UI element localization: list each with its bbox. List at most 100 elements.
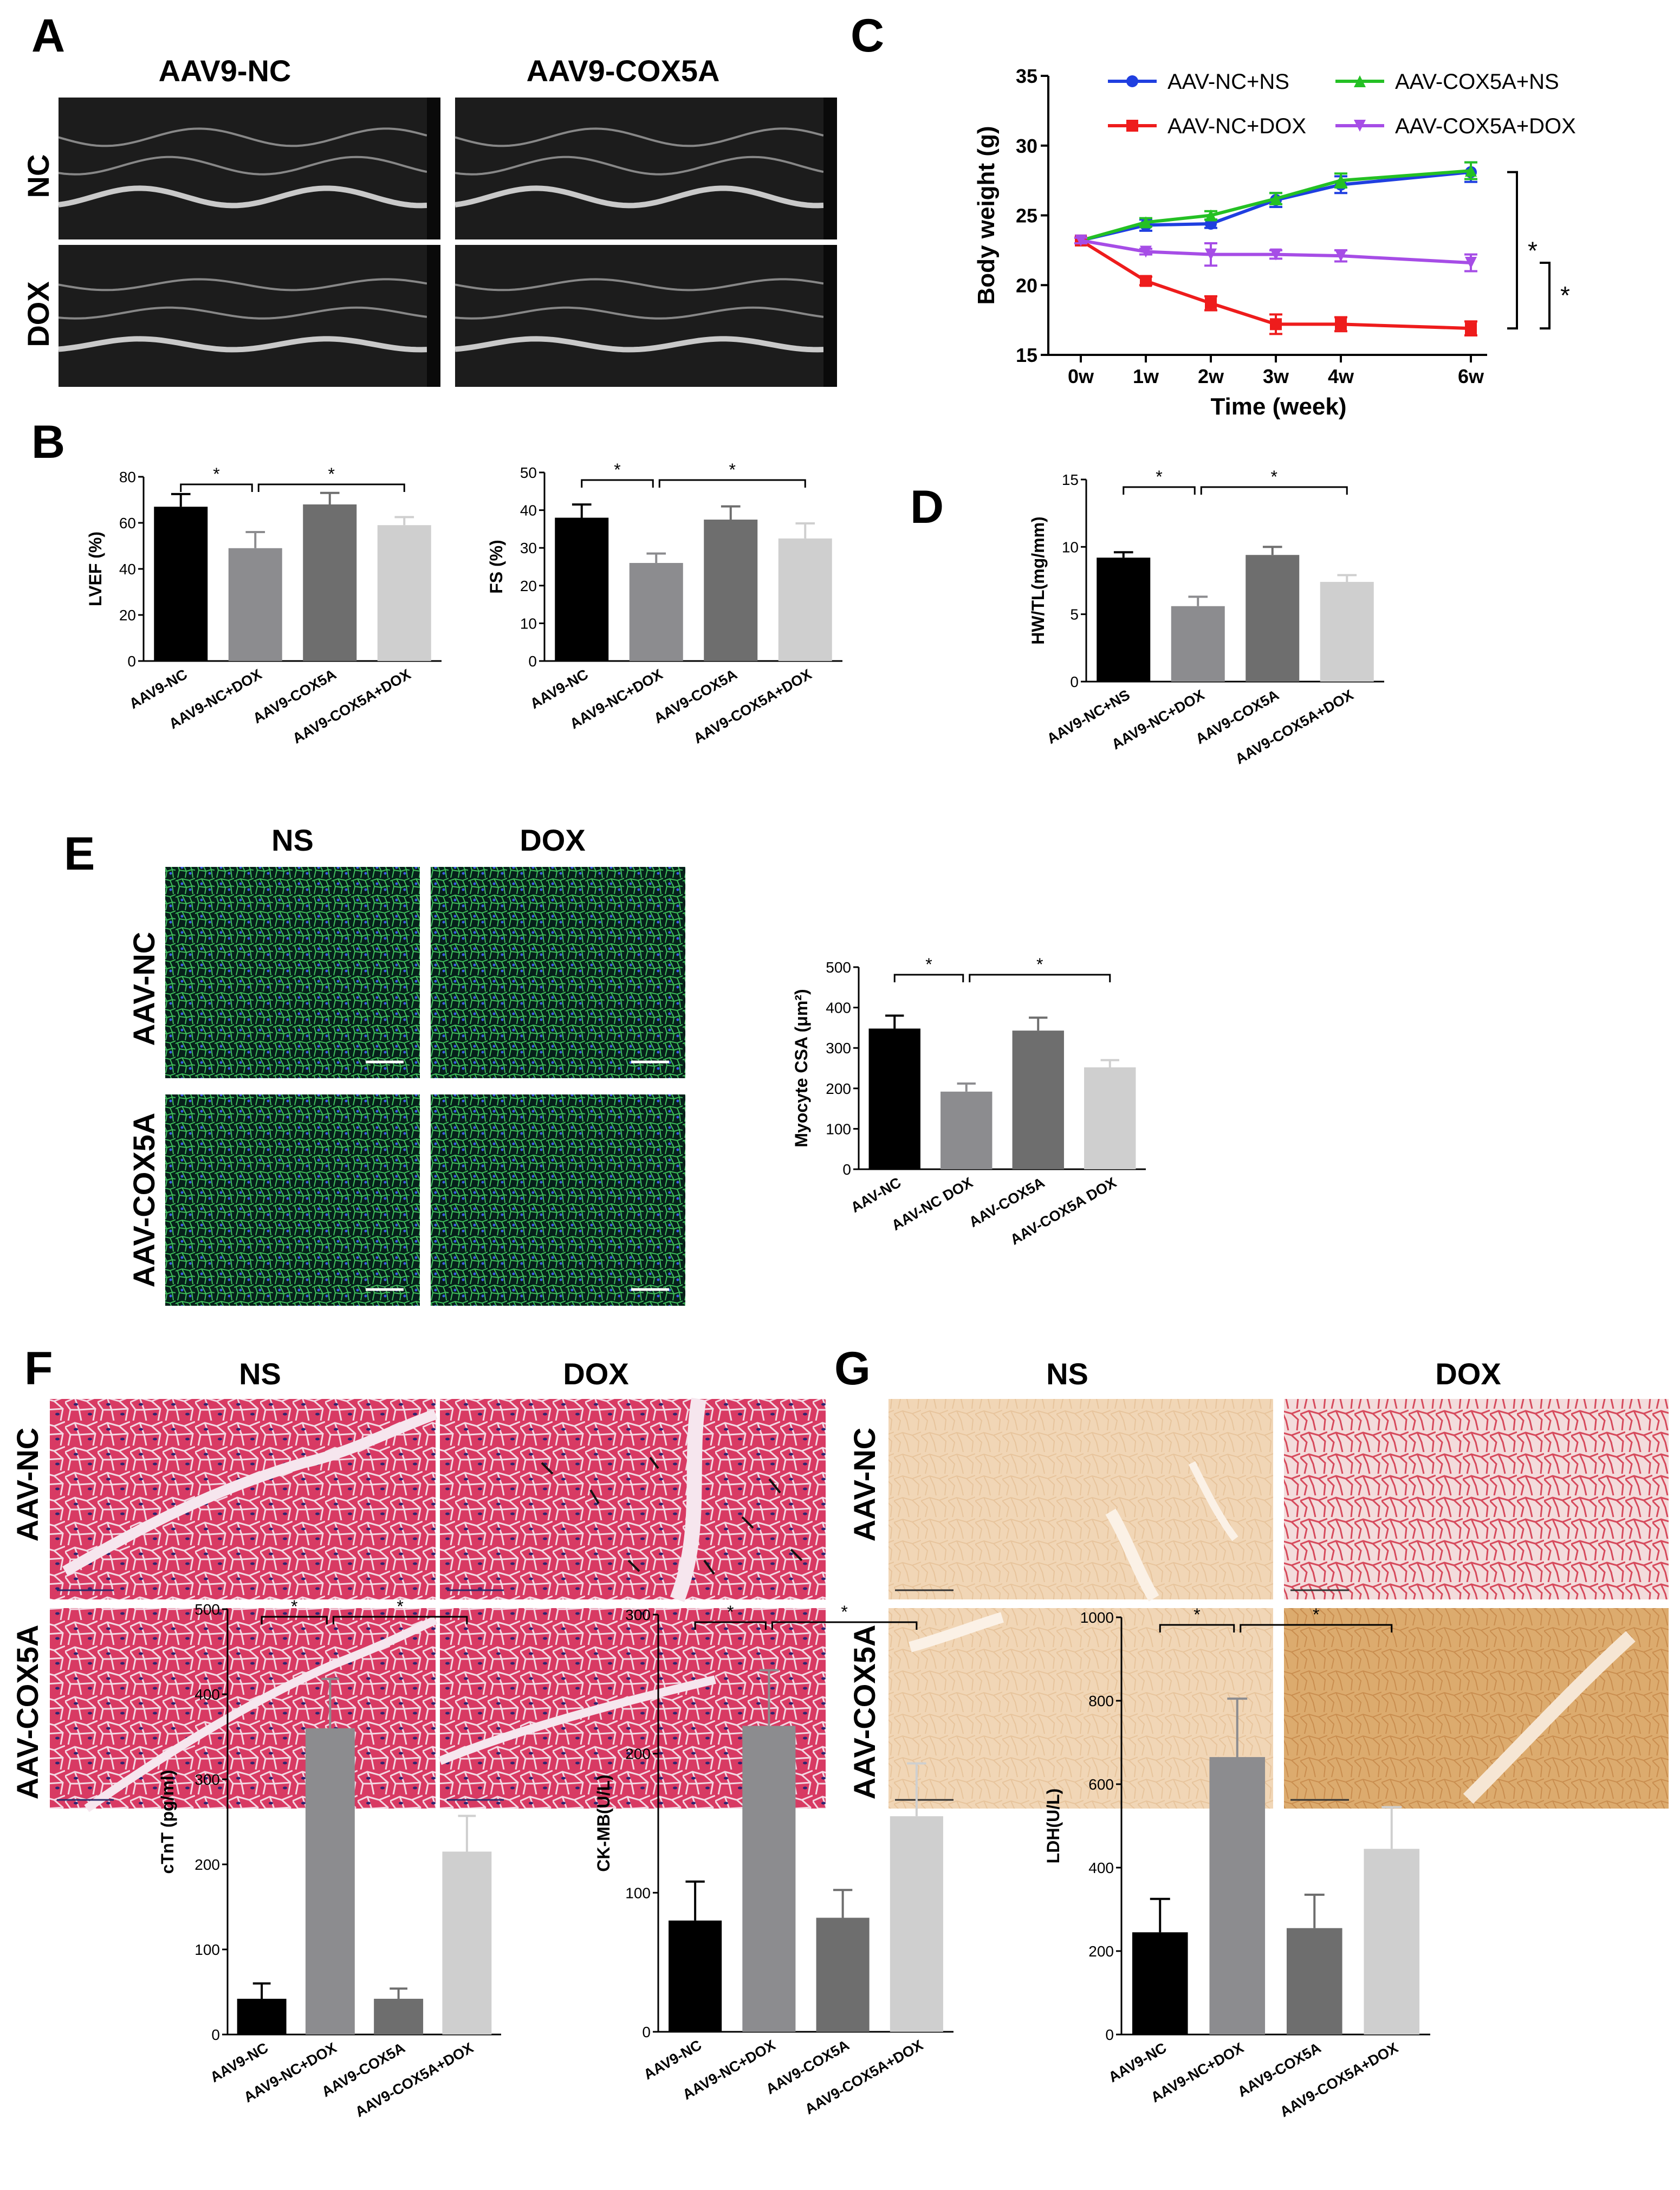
- significance-star: *: [397, 1597, 403, 1616]
- panel-c-body-weight-chart: 15 20 25 30 35 0w 1w 2w 3w 4w 6w Time (week) Body we…: [973, 65, 1576, 420]
- x-tick-label: 4w: [1328, 365, 1354, 387]
- echo-wave-trace: [58, 278, 427, 291]
- wga-image-nc-ns: [165, 867, 420, 1078]
- y-tick-label: 35: [1016, 65, 1037, 87]
- echo-wave-trace: [455, 336, 824, 353]
- bar: [374, 1999, 424, 2035]
- data-point: [1075, 234, 1087, 247]
- panel-a-echo-images: AAV9-NC AAV9-COX5A NC DOX: [21, 54, 837, 387]
- he-image-nc-dox: [440, 1399, 826, 1599]
- y-tick-label: 0: [642, 2024, 651, 2040]
- sirius-image-nc-dox: [1284, 1399, 1669, 1599]
- panel-letter-D: D: [910, 481, 944, 533]
- y-tick-label: 600: [1088, 1776, 1114, 1793]
- legend-label: AAV-NC+DOX: [1167, 114, 1306, 138]
- damage-arrows: [541, 1456, 803, 1575]
- sirius-image-cox5a-dox: [1284, 1608, 1669, 1809]
- echo-depth-scale: [823, 245, 837, 387]
- bar: [303, 504, 357, 661]
- x-tick-label: AAV9-COX5A+DOX: [353, 2039, 476, 2120]
- y-axis-label: LDH(U/L): [1043, 1789, 1063, 1864]
- bar: [1246, 555, 1300, 682]
- y-tick-label: 0: [1070, 673, 1079, 690]
- panel-f-col-header-dox: DOX: [563, 1357, 628, 1391]
- echo-depth-scale: [427, 245, 440, 387]
- data-point: [1126, 75, 1138, 87]
- bar: [1132, 1932, 1188, 2035]
- echo-depth-scale: [427, 98, 440, 239]
- panel-e-col-header-ns: NS: [271, 823, 314, 857]
- bar: [237, 1999, 287, 2035]
- y-tick-label: 40: [520, 502, 537, 519]
- significance-star: *: [213, 464, 219, 484]
- echo-wave-trace: [58, 336, 427, 353]
- echo-wave-trace: [455, 155, 824, 176]
- bar: [154, 507, 208, 661]
- significance-star: *: [727, 1602, 734, 1622]
- bar: [1171, 606, 1225, 682]
- data-point: [1140, 245, 1152, 258]
- significance-star: *: [1156, 467, 1162, 487]
- y-tick-label: 10: [520, 615, 537, 632]
- y-tick-label: 30: [520, 540, 537, 556]
- panel-g-sirius-images: NS DOX AAV-NC AAV-COX5A: [847, 1357, 1669, 1809]
- data-point: [1140, 216, 1152, 229]
- echo-image-cox5a-dox: [455, 245, 837, 387]
- bar: [1364, 1849, 1420, 2035]
- significance-star: *: [1193, 1605, 1200, 1624]
- bar: [890, 1816, 943, 2032]
- x-tick-label: AAV9-COX5A+DOX: [691, 666, 814, 747]
- wga-image-cox5a-dox: [431, 1094, 685, 1306]
- significance-star: *: [614, 460, 620, 480]
- y-tick-label: 0: [842, 1161, 851, 1178]
- data-point: [1126, 120, 1138, 132]
- bar: [442, 1851, 492, 2035]
- series-line: [1080, 169, 1471, 242]
- panel-a-row-label-dox: DOX: [21, 281, 55, 347]
- data-point: [1205, 248, 1217, 261]
- panel-d-hwtl-chart: 051015HW/TL(mg/mm)AAV9-NC+NSAAV9-NC+DOXA…: [1028, 467, 1384, 767]
- panel-e-row-label-aav-nc: AAV-NC: [127, 932, 161, 1046]
- significance-bracket: [658, 479, 806, 488]
- y-tick-label: 800: [1088, 1693, 1114, 1709]
- significance-star: *: [1528, 236, 1538, 264]
- x-tick-label: 0w: [1068, 365, 1094, 387]
- data-point: [1270, 192, 1282, 205]
- interstitial-gap: [84, 1616, 438, 1812]
- x-tick-label: AAV-NC: [848, 1174, 904, 1216]
- bar: [1084, 1067, 1136, 1169]
- panel-letter-E: E: [64, 828, 95, 880]
- y-tick-label: 300: [826, 1040, 851, 1057]
- y-tick-label: 400: [194, 1686, 220, 1703]
- y-tick-label: 5: [1070, 606, 1079, 623]
- significance-bracket: [1123, 486, 1196, 495]
- panel-f-col-header-ns: NS: [239, 1357, 281, 1391]
- panel-e-wga-images: NS DOX AAV-NC AAV-COX5A: [127, 823, 685, 1306]
- y-tick-label: 30: [1016, 135, 1037, 157]
- echo-waves: [58, 98, 837, 387]
- data-point: [1335, 250, 1347, 262]
- legend-label: AAV-COX5A+NS: [1395, 70, 1559, 94]
- wga-image-nc-dox: [431, 867, 685, 1078]
- bar: [704, 520, 758, 661]
- data-point: [1465, 257, 1477, 269]
- y-axis-label: Myocyte CSA (μm²): [792, 989, 811, 1147]
- y-axis-label: HW/TL(mg/mm): [1028, 516, 1048, 644]
- y-tick-label: 25: [1016, 205, 1037, 227]
- significance-bracket: [581, 479, 654, 488]
- x-tick-label: AAV-NC DOX: [889, 1174, 976, 1234]
- y-tick-label: 0: [211, 2026, 220, 2043]
- echo-wave-trace: [58, 185, 427, 209]
- y-tick-label: 300: [194, 1771, 220, 1788]
- significance-star: *: [925, 955, 932, 974]
- data-point: [1335, 174, 1347, 187]
- significance-bracket: [1200, 486, 1348, 495]
- bar: [629, 563, 683, 661]
- x-tick-label: AAV9-COX5A+DOX: [1233, 686, 1356, 767]
- y-tick-label: 40: [119, 561, 136, 578]
- y-tick-label: 20: [1016, 274, 1037, 296]
- significance-bracket: [180, 483, 253, 492]
